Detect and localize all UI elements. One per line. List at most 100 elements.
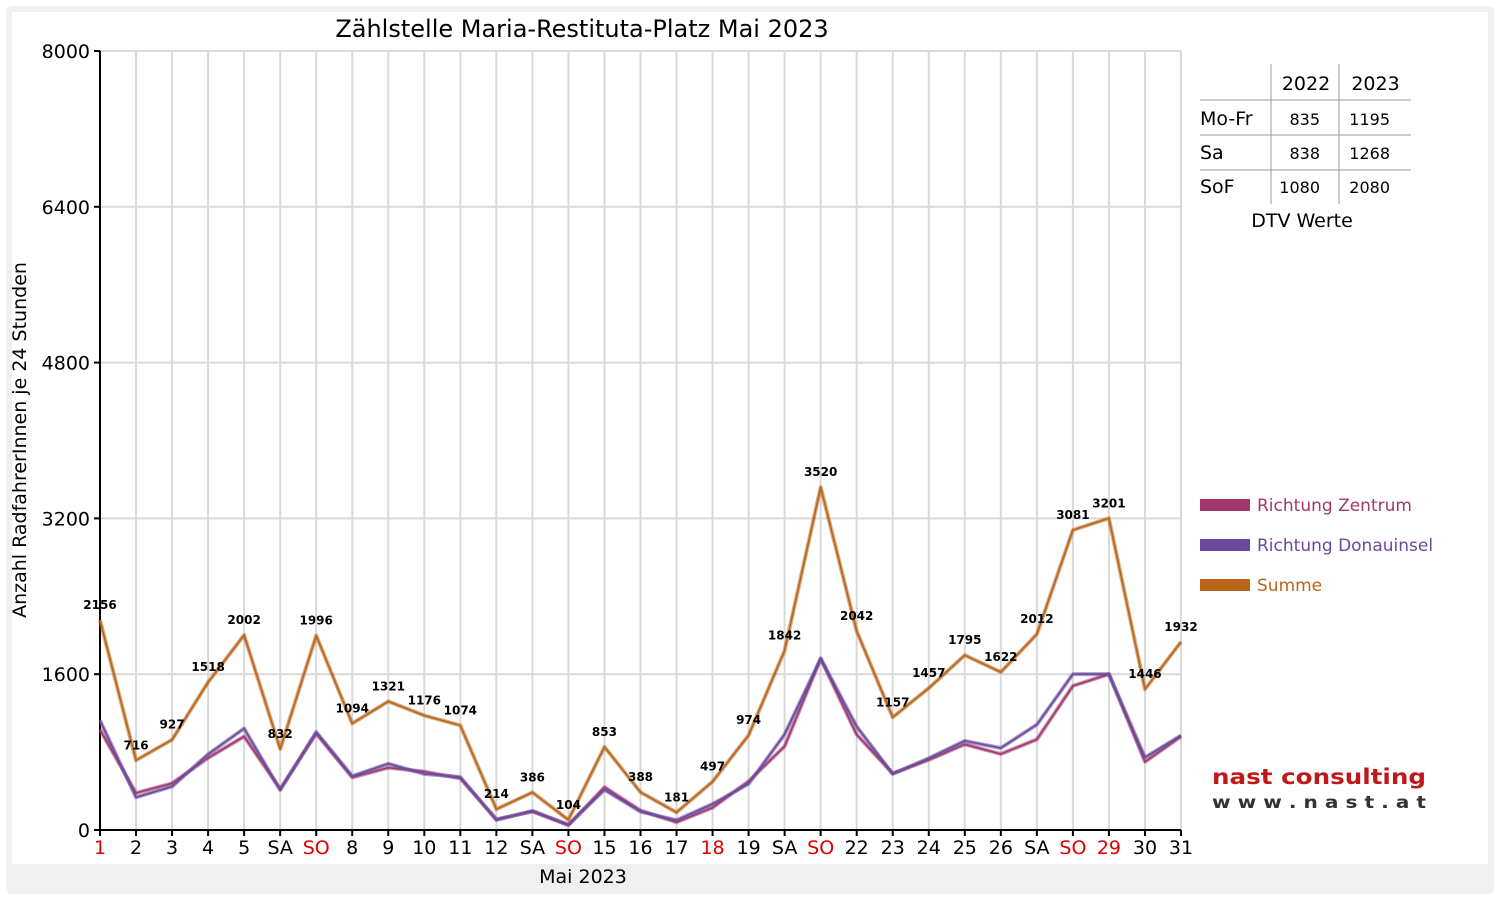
data-label: 853: [592, 725, 617, 739]
x-tick-label: 12: [484, 837, 508, 859]
x-tick-label: 23: [881, 837, 905, 859]
table-cell: 835: [1289, 110, 1320, 129]
table-row-label: Sa: [1200, 142, 1224, 164]
series-lines: [98, 485, 1183, 828]
data-label: 2156: [83, 598, 116, 612]
x-tick-label: 31: [1169, 837, 1193, 859]
data-label: 1795: [948, 633, 981, 647]
y-tick-labels: 0 1600 3200 4800 6400 8000: [42, 41, 100, 842]
table-row-label: Mo-Fr: [1200, 108, 1253, 130]
table-cell: 1080: [1279, 178, 1320, 197]
data-label: 497: [700, 760, 725, 774]
data-label: 104: [556, 798, 581, 812]
series-3: [98, 485, 1183, 822]
table-header: 2022: [1282, 73, 1330, 95]
y-tick-label: 6400: [42, 197, 90, 219]
x-tick-label: SA: [772, 837, 797, 859]
table-header: 2023: [1351, 73, 1399, 95]
x-axis-label: Mai 2023: [539, 866, 627, 888]
data-label: 716: [124, 738, 149, 752]
x-tick-label: 4: [202, 837, 214, 859]
x-tick-label: 15: [592, 837, 616, 859]
x-tick-label: SA: [1024, 837, 1049, 859]
x-tick-label: 22: [845, 837, 869, 859]
x-tick-label: SO: [1059, 837, 1086, 859]
x-tick-label: 2: [130, 837, 142, 859]
x-tick-label: SA: [520, 837, 545, 859]
x-tick-label: 3: [166, 837, 178, 859]
data-label: 1157: [876, 695, 909, 709]
data-label: 1457: [912, 666, 945, 680]
table-caption: DTV Werte: [1251, 210, 1353, 232]
data-label: 214: [484, 787, 509, 801]
data-label: 1622: [984, 650, 1017, 664]
table-cell: 838: [1289, 144, 1320, 163]
x-tick-label: 16: [628, 837, 652, 859]
y-axis-label: Anzahl RadfahrerInnen je 24 Stunden: [9, 262, 31, 618]
x-tick-label: 24: [917, 837, 941, 859]
table-cell: 1268: [1349, 144, 1390, 163]
series-line: [99, 486, 1182, 821]
x-tick-label: SO: [303, 837, 330, 859]
logo: nast consulting w w w . n a s t . a t: [1200, 750, 1443, 825]
legend-swatch: [1200, 579, 1250, 591]
y-tick-label: 1600: [42, 664, 90, 686]
data-labels: 2156 716 927 1518 2002 832 1996 109413211176107…: [83, 465, 1197, 812]
data-label: 1518: [191, 660, 224, 674]
x-tick-label: 19: [737, 837, 761, 859]
legend-label: Richtung Zentrum: [1257, 496, 1412, 516]
legend: Richtung Zentrum Richtung Donauinsel Summe: [1200, 496, 1433, 596]
logo-background: [1200, 750, 1443, 825]
x-tick-label: 18: [700, 837, 724, 859]
x-tick-label: 9: [382, 837, 394, 859]
legend-swatch: [1200, 499, 1250, 511]
y-tick-label: 0: [78, 820, 90, 842]
x-tick-label: 17: [664, 837, 688, 859]
data-label: 1932: [1164, 620, 1197, 634]
series-2: [98, 656, 1183, 827]
data-label: 1074: [444, 703, 477, 717]
x-tick-label: 29: [1097, 837, 1121, 859]
data-label: 3081: [1056, 508, 1089, 522]
x-tick-labels: 1 2 3 4 5 SA SO 8 9 10 11 12 SA SO 15 16 17 18 19 SA SO 22 23 2…: [94, 830, 1193, 859]
x-tick-label: 5: [238, 837, 250, 859]
y-tick-label: 3200: [42, 508, 90, 530]
x-tick-label: SA: [267, 837, 292, 859]
logo-name: nast consulting: [1212, 765, 1426, 789]
data-label: 1996: [299, 614, 332, 628]
x-tick-label: 1: [94, 837, 106, 859]
data-label: 2042: [840, 609, 873, 623]
grid-lines: [99, 50, 1182, 831]
x-tick-label: 11: [448, 837, 472, 859]
legend-label: Summe: [1257, 576, 1322, 596]
x-tick-label: 26: [989, 837, 1013, 859]
data-label: 3520: [804, 465, 837, 479]
table-cell: 1195: [1349, 110, 1390, 129]
x-tick-label: SO: [555, 837, 582, 859]
data-label: 2002: [227, 613, 260, 627]
data-label: 1176: [408, 693, 441, 707]
legend-swatch: [1200, 539, 1250, 551]
data-label: 1842: [768, 629, 801, 643]
data-label: 974: [736, 713, 761, 727]
chart-panel: [12, 12, 1488, 864]
logo-url: w w w . n a s t . a t: [1212, 793, 1426, 813]
table-row-label: SoF: [1200, 176, 1235, 198]
legend-label: Richtung Donauinsel: [1257, 536, 1433, 556]
data-label: 386: [520, 770, 545, 784]
x-tick-label: 8: [346, 837, 358, 859]
data-label: 1446: [1128, 667, 1161, 681]
y-tick-label: 4800: [42, 353, 90, 375]
data-label: 3201: [1092, 496, 1125, 510]
chart-title: Zählstelle Maria-Restituta-Platz Mai 202…: [335, 15, 828, 43]
x-tick-label: 10: [412, 837, 436, 859]
data-label: 832: [268, 727, 293, 741]
data-label: 388: [628, 770, 653, 784]
series-line: [99, 657, 1182, 826]
table-cell: 2080: [1349, 178, 1390, 197]
data-label: 181: [664, 790, 689, 804]
x-tick-label: 30: [1133, 837, 1157, 859]
y-tick-label: 8000: [42, 41, 90, 63]
data-label: 927: [160, 718, 185, 732]
data-label: 2012: [1020, 612, 1053, 626]
